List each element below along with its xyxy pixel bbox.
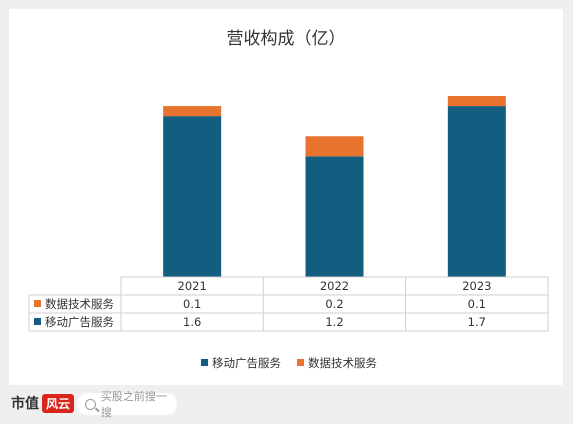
data-label-mobile-ads-2021: 1.6 — [183, 315, 201, 329]
search-placeholder: 买股之前搜一搜 — [100, 390, 167, 419]
table-row-label-mobile-ads: 移动广告服务 — [45, 315, 114, 329]
data-label-mobile-ads-2023: 1.7 — [468, 315, 486, 329]
brand-text: 市值 — [11, 396, 39, 412]
search-icon — [85, 398, 96, 410]
bar-mobile-ads-2023 — [447, 106, 506, 277]
chart-card: 营收构成（亿） 2021 2022 2023 数据技术服务 0.1 0.2 0.1 移动广告服务… — [9, 9, 563, 385]
brand-logo[interactable]: 市值 风云 — [11, 393, 75, 413]
table-key-data-tech — [34, 300, 41, 307]
tick-label-2023: 2023 — [462, 279, 491, 293]
legend-swatch-data-tech — [297, 359, 304, 366]
table-row-label-data-tech: 数据技术服务 — [45, 297, 114, 311]
legend-label-mobile-ads: 移动广告服务 — [212, 356, 281, 370]
data-label-data-tech-2021: 0.1 — [183, 297, 201, 311]
legend-label-data-tech: 数据技术服务 — [308, 356, 377, 370]
bar-data-tech-2023 — [447, 96, 506, 107]
legend-swatch-mobile-ads — [201, 359, 208, 366]
search-box[interactable]: 买股之前搜一搜 — [77, 390, 177, 419]
bar-mobile-ads-2022 — [305, 156, 364, 277]
chart-title: 营收构成（亿） — [227, 29, 346, 49]
bar-data-tech-2021 — [163, 106, 222, 117]
tick-label-2022: 2022 — [320, 279, 349, 293]
revenue-chart: 营收构成（亿） 2021 2022 2023 数据技术服务 0.1 0.2 0.1 移动广告服务… — [28, 29, 549, 370]
data-label-data-tech-2023: 0.1 — [468, 297, 486, 311]
data-label-mobile-ads-2022: 1.2 — [325, 315, 343, 329]
brand-mark: 风云 — [42, 393, 75, 413]
tick-label-2021: 2021 — [178, 279, 207, 293]
table-key-mobile-ads — [34, 318, 41, 325]
data-label-data-tech-2022: 0.2 — [325, 297, 343, 311]
footer: 市值 风云 买股之前搜一搜 — [0, 385, 573, 424]
bar-data-tech-2022 — [305, 136, 364, 157]
bar-mobile-ads-2021 — [163, 116, 222, 277]
